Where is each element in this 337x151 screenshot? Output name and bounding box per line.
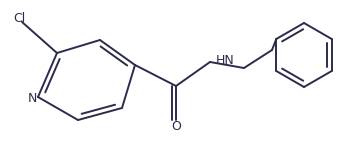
Text: N: N: [27, 92, 37, 104]
Text: HN: HN: [216, 53, 235, 66]
Text: O: O: [171, 120, 181, 133]
Text: Cl: Cl: [13, 11, 25, 24]
